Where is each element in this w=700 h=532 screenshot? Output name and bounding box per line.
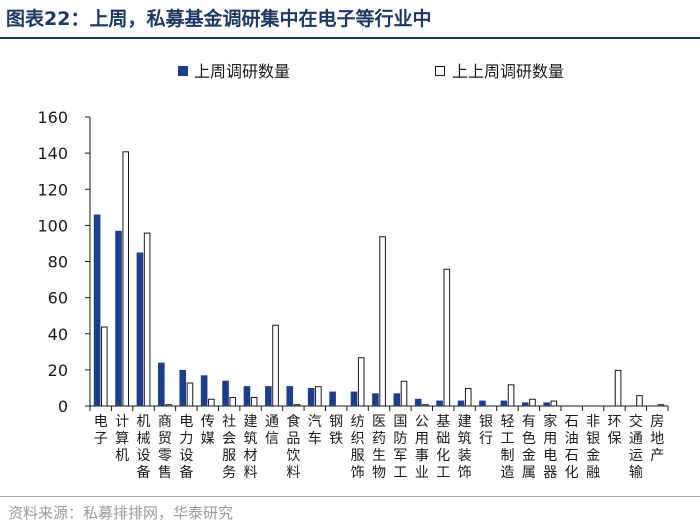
x-tick-label: 商贸零售 [158, 414, 172, 481]
x-tick-label: 纺织服饰 [351, 414, 365, 481]
bar-prev-week [464, 387, 472, 407]
x-tick-label: 电子 [94, 414, 108, 447]
bar-prev-week [400, 380, 408, 407]
bar-prev-week [101, 326, 108, 407]
y-tick-label: 40 [48, 325, 68, 344]
bar-prev-week [636, 395, 643, 407]
x-tick-label: 轻工制造 [500, 414, 514, 481]
bar-prev-week [293, 404, 301, 407]
x-tick-label: 医药生物 [372, 414, 386, 481]
x-tick-label: 电力设备 [179, 414, 193, 481]
bar-last-week [393, 393, 401, 406]
x-tick-label: 食品饮料 [286, 413, 300, 481]
bar-prev-week [186, 382, 194, 407]
y-tick-label: 80 [48, 253, 68, 272]
y-tick-label: 140 [37, 144, 68, 163]
title-divider [0, 37, 700, 39]
bar-prev-week [165, 404, 172, 407]
bar-prev-week [272, 324, 279, 407]
x-tick-label: 国防军工 [393, 414, 407, 481]
x-tick-label: 有色金属 [522, 414, 536, 481]
bar-prev-week [208, 398, 215, 407]
bar-prev-week [143, 232, 151, 407]
bar-prev-week [357, 357, 365, 407]
x-tick-label: 建筑材料 [244, 414, 258, 481]
x-tick-label: 非银金融 [586, 414, 600, 481]
bar-last-week [436, 400, 443, 406]
legend-label-prev-week: 上上周调研数量 [452, 62, 564, 81]
x-tick-label: 社会服务 [222, 414, 236, 481]
bar-prev-week [443, 268, 451, 407]
x-tick-label: 传媒 [201, 414, 215, 447]
bar-prev-week [657, 404, 665, 407]
bar-last-week [93, 214, 101, 406]
legend-swatch-last-week [178, 66, 188, 76]
y-tick-label: 160 [37, 108, 68, 127]
bar-last-week [372, 393, 379, 406]
bar-last-week [179, 369, 187, 407]
source-note: 资料来源：私募排排网，华泰研究 [8, 504, 234, 522]
x-tick-label: 家用电器 [543, 413, 557, 481]
y-tick-label: 120 [37, 180, 68, 199]
x-tick-label: 环保 [607, 414, 621, 447]
x-tick-label: 建筑装饰 [458, 414, 472, 481]
bar-prev-week [614, 369, 622, 407]
legend-label-last-week: 上周调研数量 [194, 62, 290, 81]
bar-last-week [286, 386, 294, 406]
bar-prev-week [229, 396, 237, 407]
bar-last-week [115, 230, 122, 406]
bar-chart: 0 20 40 60 80 100 120 140 160 电子计算机机械设备商贸零售电力设备传媒… [37, 62, 669, 481]
bar-last-week [479, 400, 486, 406]
x-tick-label: 机械设备 [137, 414, 151, 481]
x-tick-label: 钢铁 [329, 414, 343, 447]
x-tick-label: 通信 [265, 414, 279, 447]
bar-prev-week [507, 384, 515, 407]
bar-last-week [457, 400, 465, 406]
bar-prev-week [550, 400, 558, 407]
x-tick-label: 计算机 [115, 414, 129, 464]
bar-prev-week [122, 151, 130, 407]
x-tick-label: 交通运输 [629, 413, 643, 481]
bar-prev-week [422, 404, 429, 407]
x-tick-label: 银行 [479, 414, 493, 447]
y-tick-label: 60 [48, 289, 68, 308]
y-tick-label: 0 [58, 397, 68, 416]
bar-prev-week [379, 236, 386, 407]
bar-last-week [543, 402, 550, 406]
y-tick-label: 20 [48, 361, 68, 380]
bar-last-week [200, 375, 208, 406]
bar-last-week [521, 402, 529, 406]
x-tick-label: 房地产 [650, 414, 664, 464]
bar-last-week [307, 387, 315, 406]
bar-prev-week [529, 398, 536, 407]
bar-last-week [136, 252, 144, 406]
bar-prev-week [250, 396, 258, 407]
bar-last-week [414, 398, 422, 406]
chart-title: 图表22：上周，私募基金调研集中在电子等行业中 [6, 8, 432, 30]
x-tick-label: 石油石化 [565, 414, 579, 481]
bar-last-week [265, 386, 272, 406]
bar-last-week [222, 380, 229, 406]
bar-last-week [329, 391, 336, 406]
bar-last-week [243, 386, 251, 406]
bar-last-week [350, 391, 358, 406]
legend-swatch-prev-week [435, 66, 445, 76]
x-tick-label: 汽车 [308, 414, 322, 447]
bar-prev-week [315, 386, 322, 407]
bar-last-week [158, 362, 165, 406]
x-tick-label: 基础化工 [436, 413, 450, 481]
source-divider [0, 496, 700, 497]
y-tick-label: 100 [37, 216, 68, 235]
bar-last-week [500, 400, 508, 406]
x-tick-label: 公用事业 [415, 414, 429, 481]
